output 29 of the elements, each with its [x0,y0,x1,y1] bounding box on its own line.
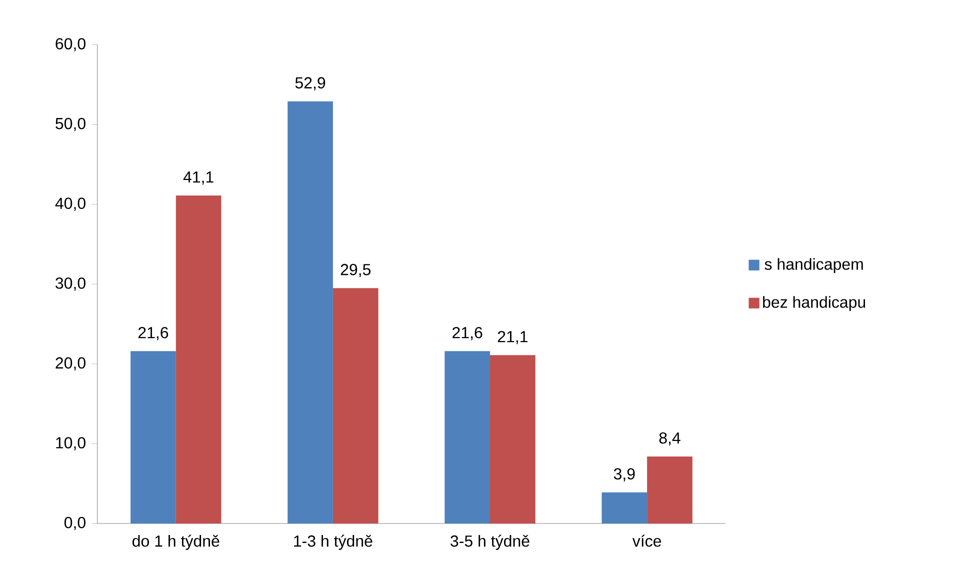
x-tick-label: 3-5 h týdně [450,535,530,550]
data-label: 52,9 [295,77,326,91]
y-tick-label: 30,0 [56,278,86,291]
legend-label: bez handicapu [763,296,866,312]
data-label: 21,6 [452,327,482,340]
bar [444,351,490,524]
data-label: 8,4 [659,432,680,446]
data-label: 21,6 [138,327,168,340]
y-tick-label: 10,0 [56,437,86,451]
bar [490,355,536,524]
y-tick-label: 0,0 [64,517,86,530]
y-tick-label: 50,0 [56,118,86,132]
bar [647,456,692,524]
bar [602,492,648,524]
data-label: 41,1 [183,172,214,185]
bar [332,288,378,524]
data-label: 29,5 [340,264,371,278]
bar [176,196,222,524]
y-tick-label: 20,0 [56,358,86,371]
y-tick-label: 60,0 [56,38,86,52]
y-tick-label: 40,0 [55,198,86,212]
bar [288,102,333,524]
data-label: 3,9 [614,468,635,482]
legend-label: s handicapem [764,258,863,274]
x-tick-label: 1-3 h týdně [294,535,372,550]
x-tick-label: více [632,535,662,547]
data-label: 21,1 [498,331,528,344]
bar [130,351,176,524]
x-tick-label: do 1 h týdně [132,535,220,550]
